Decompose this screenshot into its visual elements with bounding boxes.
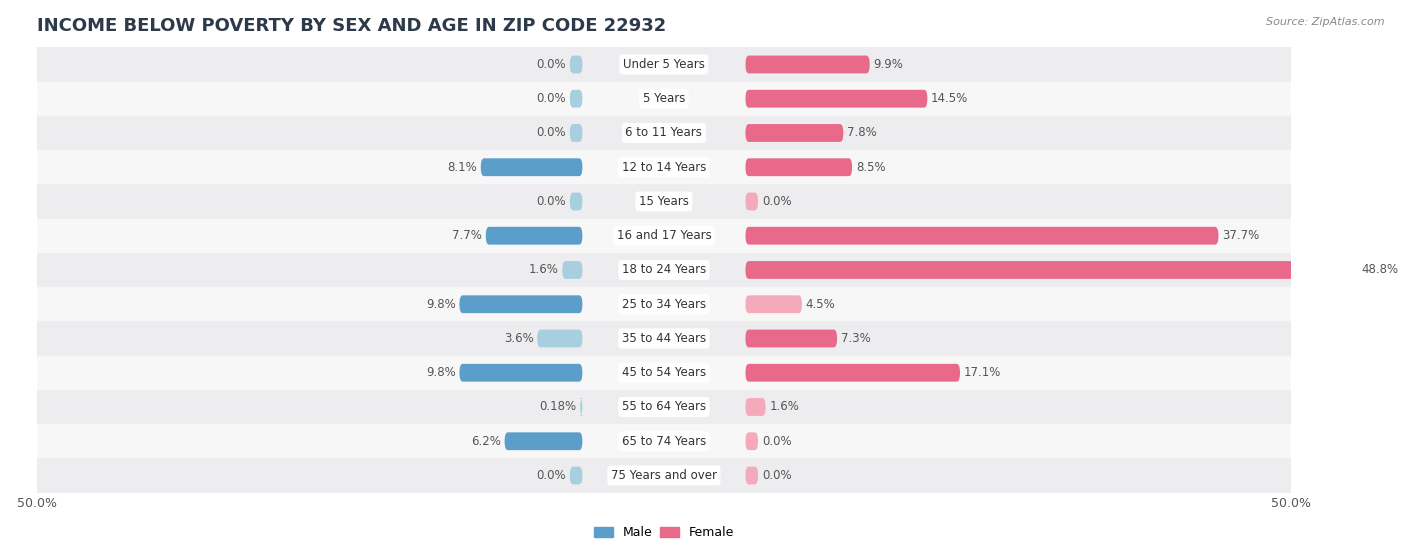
FancyBboxPatch shape (745, 192, 758, 210)
Bar (37, 424, 1291, 458)
Text: 9.9%: 9.9% (873, 58, 903, 71)
Text: 5 Years: 5 Years (643, 92, 685, 105)
Text: Under 5 Years: Under 5 Years (623, 58, 704, 71)
Text: INCOME BELOW POVERTY BY SEX AND AGE IN ZIP CODE 22932: INCOME BELOW POVERTY BY SEX AND AGE IN Z… (37, 17, 666, 35)
Text: 0.0%: 0.0% (537, 58, 567, 71)
FancyBboxPatch shape (569, 55, 582, 73)
Text: 17.1%: 17.1% (963, 366, 1001, 379)
Text: 0.18%: 0.18% (540, 400, 576, 414)
FancyBboxPatch shape (562, 261, 582, 279)
Text: 0.0%: 0.0% (762, 195, 792, 208)
Text: 12 to 14 Years: 12 to 14 Years (621, 161, 706, 174)
FancyBboxPatch shape (569, 124, 582, 142)
FancyBboxPatch shape (745, 90, 928, 108)
Legend: Male, Female: Male, Female (589, 521, 740, 544)
Text: 8.5%: 8.5% (856, 161, 886, 174)
Text: 65 to 74 Years: 65 to 74 Years (621, 435, 706, 448)
FancyBboxPatch shape (745, 398, 765, 416)
Text: 7.8%: 7.8% (846, 126, 877, 139)
Text: 9.8%: 9.8% (426, 298, 456, 311)
Bar (37, 184, 1291, 219)
Text: 35 to 44 Years: 35 to 44 Years (621, 332, 706, 345)
FancyBboxPatch shape (569, 192, 582, 210)
Bar (37, 321, 1291, 356)
Text: 55 to 64 Years: 55 to 64 Years (621, 400, 706, 414)
Bar (37, 150, 1291, 184)
Bar (37, 356, 1291, 390)
Text: Source: ZipAtlas.com: Source: ZipAtlas.com (1267, 17, 1385, 27)
Text: 45 to 54 Years: 45 to 54 Years (621, 366, 706, 379)
Text: 0.0%: 0.0% (537, 469, 567, 482)
Text: 4.5%: 4.5% (806, 298, 835, 311)
FancyBboxPatch shape (745, 158, 852, 176)
FancyBboxPatch shape (745, 295, 801, 313)
Text: 0.0%: 0.0% (537, 126, 567, 139)
Text: 0.0%: 0.0% (762, 469, 792, 482)
Text: 16 and 17 Years: 16 and 17 Years (617, 229, 711, 242)
Text: 9.8%: 9.8% (426, 366, 456, 379)
Bar (37, 458, 1291, 492)
FancyBboxPatch shape (745, 124, 844, 142)
Bar (37, 287, 1291, 321)
Text: 7.7%: 7.7% (453, 229, 482, 242)
Bar (37, 82, 1291, 116)
FancyBboxPatch shape (745, 55, 870, 73)
FancyBboxPatch shape (505, 432, 582, 450)
FancyBboxPatch shape (460, 295, 582, 313)
Text: 48.8%: 48.8% (1361, 263, 1399, 277)
Text: 15 Years: 15 Years (638, 195, 689, 208)
FancyBboxPatch shape (745, 432, 758, 450)
FancyBboxPatch shape (579, 398, 583, 416)
FancyBboxPatch shape (745, 261, 1358, 279)
FancyBboxPatch shape (745, 364, 960, 382)
Bar (37, 253, 1291, 287)
FancyBboxPatch shape (745, 330, 837, 347)
Text: 75 Years and over: 75 Years and over (612, 469, 717, 482)
FancyBboxPatch shape (569, 467, 582, 485)
Text: 6 to 11 Years: 6 to 11 Years (626, 126, 703, 139)
FancyBboxPatch shape (569, 90, 582, 108)
Text: 6.2%: 6.2% (471, 435, 501, 448)
Text: 0.0%: 0.0% (762, 435, 792, 448)
Bar (37, 390, 1291, 424)
Text: 25 to 34 Years: 25 to 34 Years (621, 298, 706, 311)
Bar (37, 48, 1291, 82)
Text: 37.7%: 37.7% (1222, 229, 1260, 242)
Text: 1.6%: 1.6% (769, 400, 799, 414)
Text: 3.6%: 3.6% (503, 332, 533, 345)
FancyBboxPatch shape (537, 330, 582, 347)
Text: 0.0%: 0.0% (537, 92, 567, 105)
FancyBboxPatch shape (745, 467, 758, 485)
Bar (37, 116, 1291, 150)
FancyBboxPatch shape (486, 227, 582, 245)
Text: 8.1%: 8.1% (447, 161, 477, 174)
FancyBboxPatch shape (481, 158, 582, 176)
Text: 1.6%: 1.6% (529, 263, 558, 277)
Text: 18 to 24 Years: 18 to 24 Years (621, 263, 706, 277)
FancyBboxPatch shape (460, 364, 582, 382)
Bar (37, 219, 1291, 253)
Text: 7.3%: 7.3% (841, 332, 870, 345)
Text: 0.0%: 0.0% (537, 195, 567, 208)
FancyBboxPatch shape (745, 227, 1219, 245)
Text: 14.5%: 14.5% (931, 92, 969, 105)
